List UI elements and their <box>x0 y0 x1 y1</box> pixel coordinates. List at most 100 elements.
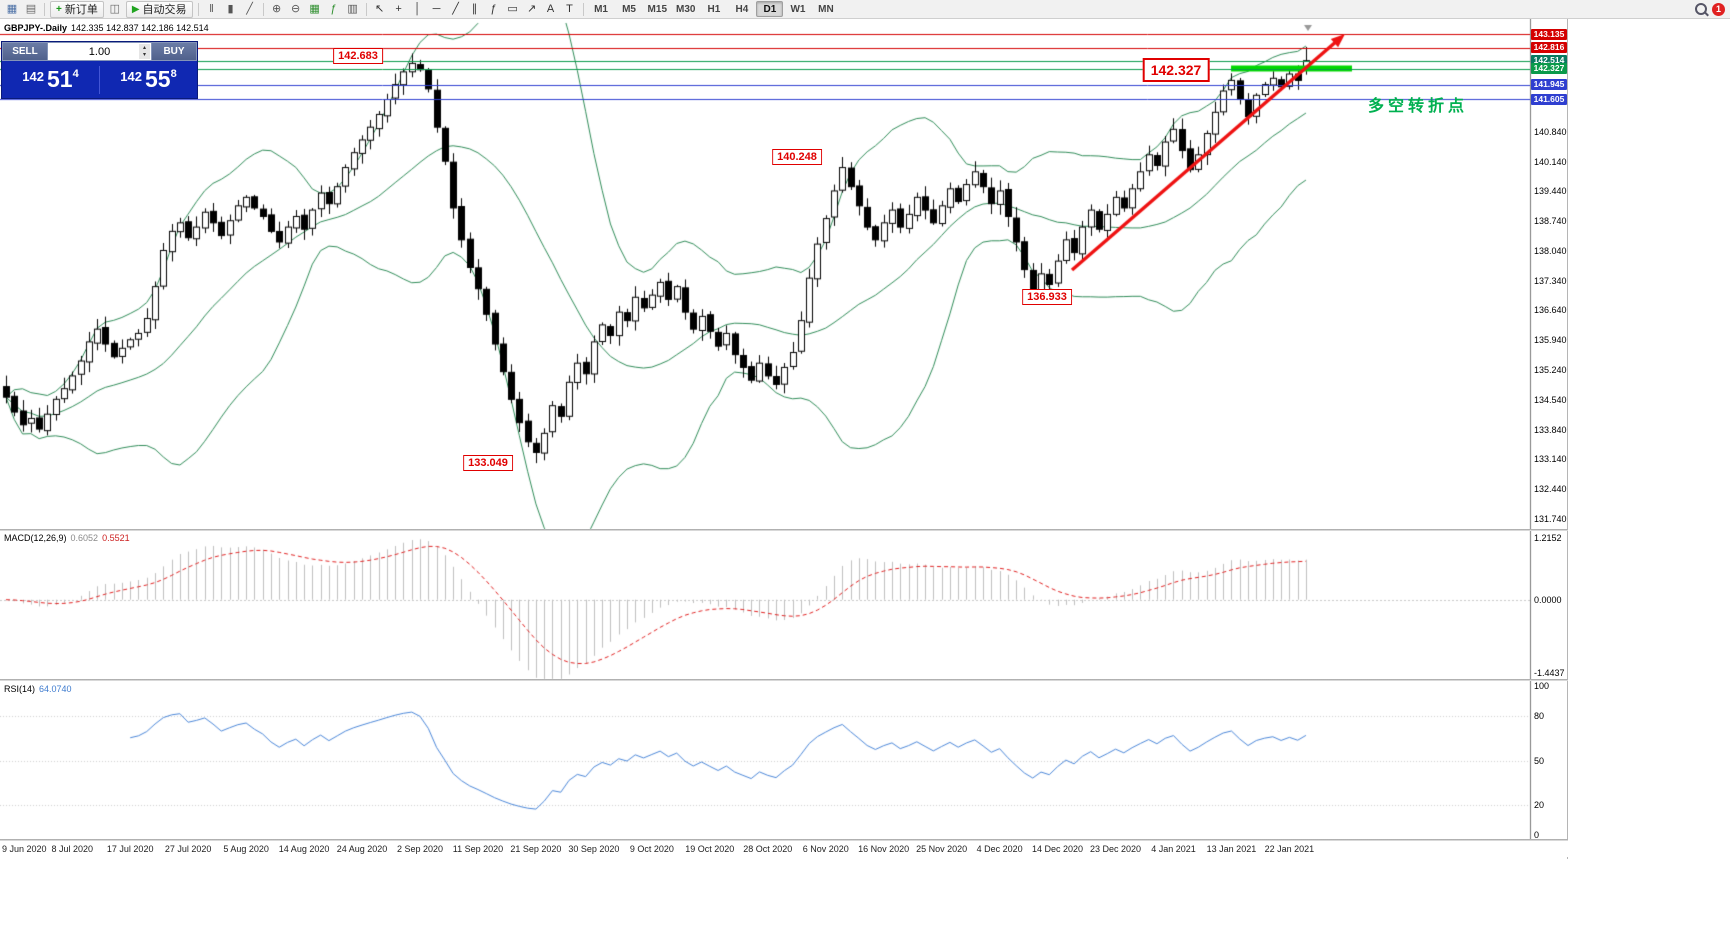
note-text[interactable]: 多空转折点 <box>1368 98 1469 115</box>
bid-pipette: 4 <box>72 68 79 80</box>
rsi-header: RSI(14) 64.0740 <box>4 684 72 694</box>
macd-name: MACD(12,26,9) <box>4 533 67 543</box>
time-axis-label: 2 Sep 2020 <box>396 844 444 854</box>
trendline-icon[interactable]: ╱ <box>452 2 459 15</box>
lot-increase-icon[interactable]: ▴ <box>142 44 146 51</box>
timeframe-m1[interactable]: M1 <box>594 3 608 15</box>
price-scale-label: 140.140 <box>1534 156 1567 167</box>
rsi-scale-label: 50 <box>1534 755 1545 766</box>
price-level-label: 141.605 <box>1531 93 1567 105</box>
sell-button[interactable]: SELL <box>2 42 48 61</box>
price-level-label: 142.327 <box>1531 63 1567 75</box>
price-scale-label: 138.040 <box>1534 245 1567 256</box>
timeframe-w1[interactable]: W1 <box>790 3 806 15</box>
time-axis-label: 11 Sep 2020 <box>452 844 504 854</box>
lot-size-field[interactable]: 1.00 ▴ ▾ <box>48 42 151 61</box>
crosshair-icon[interactable]: + <box>395 2 402 15</box>
bid-main: 142 <box>22 69 44 84</box>
time-axis-label: 28 Oct 2020 <box>743 844 793 854</box>
macd-scale-label: -1.4437 <box>1534 667 1565 678</box>
trade-panel-prices: 142 514 142 558 <box>2 61 197 98</box>
panel-separator-bottom <box>0 839 1568 841</box>
price-annotation[interactable]: 142.327 <box>1142 58 1210 82</box>
timeframe-mn[interactable]: MN <box>818 3 834 15</box>
chart-profiles-icon[interactable]: ▤ <box>25 2 37 15</box>
buy-button[interactable]: BUY <box>151 42 197 61</box>
time-axis-label: 19 Oct 2020 <box>685 844 735 854</box>
price-scale-label: 133.840 <box>1534 424 1567 435</box>
macd-scale-label: 0.0000 <box>1534 594 1562 605</box>
zoom-in-icon[interactable]: ⊕ <box>271 2 282 15</box>
horizontal-line-icon[interactable]: ─ <box>432 2 441 15</box>
time-axis-label: 14 Dec 2020 <box>1032 844 1084 854</box>
cursor-icon[interactable]: ↖ <box>374 2 385 15</box>
toolbar-separator <box>582 2 584 16</box>
price-scale-label: 137.340 <box>1534 275 1567 286</box>
price-scale[interactable]: 143.135 142.816 142.514 142.327 141.945 141.6… <box>1530 19 1568 839</box>
text-icon[interactable]: A <box>546 2 555 15</box>
rsi-value: 64.0740 <box>39 684 72 694</box>
timeframe-d1[interactable]: D1 <box>756 1 784 17</box>
timeframe-m5[interactable]: M5 <box>622 3 636 15</box>
time-axis-label: 25 Nov 2020 <box>916 844 968 854</box>
chart-ohlc-values: 142.335 142.837 142.186 142.514 <box>71 23 209 33</box>
indicators-icon[interactable]: ƒ <box>330 2 337 15</box>
new-order-button[interactable]: + 新订单 <box>50 0 104 18</box>
channel-icon[interactable]: ∥ <box>471 2 478 15</box>
line-chart-style-icon[interactable]: ╱ <box>246 2 253 15</box>
time-axis-label: 9 Oct 2020 <box>629 844 674 854</box>
bid-pips: 51 <box>46 66 73 92</box>
price-scale-label: 135.240 <box>1534 364 1567 375</box>
time-axis[interactable]: 9 Jun 2020 8 Jul 2020 17 Jul 2020 27 Jul 20… <box>0 841 1568 857</box>
zoom-out-icon[interactable]: ⊖ <box>290 2 301 15</box>
rsi-scale-label: 100 <box>1534 681 1550 692</box>
panel-separator-macd[interactable] <box>0 529 1568 531</box>
time-axis-label: 4 Dec 2020 <box>976 844 1023 854</box>
lot-decrease-icon[interactable]: ▾ <box>142 51 146 58</box>
time-axis-label: 6 Nov 2020 <box>802 844 849 854</box>
timeframe-h1[interactable]: H1 <box>707 3 721 15</box>
time-axis-label: 17 Jul 2020 <box>106 844 154 854</box>
ask-main: 142 <box>120 69 142 84</box>
bar-chart-style-icon[interactable]: ‖ <box>209 2 214 15</box>
panel-separator-rsi[interactable] <box>0 679 1568 681</box>
time-axis-label: 9 Jun 2020 <box>2 844 47 854</box>
price-annotation[interactable]: 136.933 <box>1022 289 1072 305</box>
time-axis-label: 30 Sep 2020 <box>568 844 620 854</box>
price-level-label: 142.514 <box>1531 55 1567 67</box>
tile-windows-icon[interactable]: ▦ <box>309 2 320 15</box>
toolbar-right-group: 1 <box>1695 2 1727 16</box>
arrows-tool-icon[interactable]: ↗ <box>526 2 537 15</box>
timeframe-m30[interactable]: M30 <box>676 3 696 15</box>
notifications-badge[interactable]: 1 <box>1712 2 1725 16</box>
buy-price-button[interactable]: 142 558 <box>100 68 197 91</box>
rsi-name: RSI(14) <box>4 684 36 694</box>
expert-advisors-icon[interactable]: ◫ <box>109 2 121 15</box>
vertical-line-icon[interactable]: │ <box>414 2 421 15</box>
time-axis-label: 5 Aug 2020 <box>223 844 269 854</box>
search-icon[interactable] <box>1695 3 1707 15</box>
text-label-icon[interactable]: T <box>566 2 573 15</box>
shapes-icon[interactable]: ▭ <box>507 2 518 15</box>
price-annotation[interactable]: 140.248 <box>772 149 822 165</box>
price-annotation[interactable]: 142.683 <box>333 48 383 64</box>
price-scale-label: 140.840 <box>1534 126 1567 137</box>
time-axis-label: 4 Jan 2021 <box>1151 844 1196 854</box>
chart-canvas[interactable] <box>0 19 1568 841</box>
timeframe-h4[interactable]: H4 <box>735 3 749 15</box>
sell-price-button[interactable]: 142 514 <box>2 68 99 91</box>
fibonacci-icon[interactable]: ƒ <box>490 2 497 15</box>
auto-trading-icon: ▶ <box>131 3 140 15</box>
price-annotation[interactable]: 133.049 <box>463 455 513 471</box>
time-axis-label: 24 Aug 2020 <box>336 844 388 854</box>
auto-trading-button[interactable]: ▶ 自动交易 <box>125 0 193 18</box>
price-scale-label: 139.440 <box>1534 186 1567 197</box>
price-level-label: 142.816 <box>1531 42 1567 54</box>
timeframe-m15[interactable]: M15 <box>647 3 667 15</box>
toolbar-left-group: ▦ ▤ + 新订单 ◫ ▶ 自动交易 ‖ ▮ ╱ ⊕ ⊖ ▦ ƒ ▥ ↖ + │ ─ ╱ ∥ ƒ ▭ ↗ A T M1 M5 M15 M3… <box>3 0 839 18</box>
new-chart-icon[interactable]: ▦ <box>6 2 18 15</box>
objects-list-icon[interactable]: ▥ <box>347 2 358 15</box>
macd-main-value: 0.6052 <box>70 533 99 543</box>
candlestick-style-icon[interactable]: ▮ <box>227 2 234 15</box>
lot-spinner[interactable]: ▴ ▾ <box>139 44 150 59</box>
